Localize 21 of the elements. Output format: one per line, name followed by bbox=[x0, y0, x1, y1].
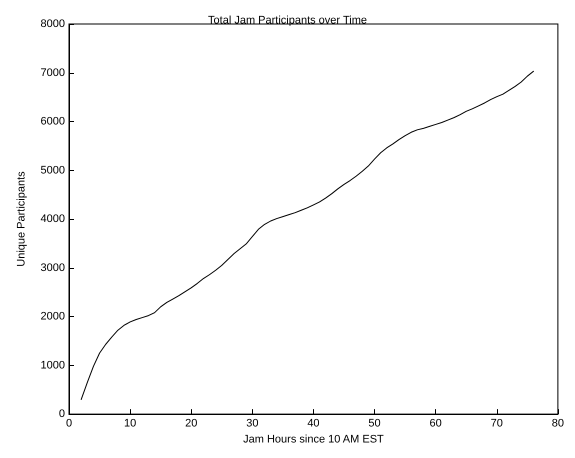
x-tick-label: 40 bbox=[307, 418, 320, 430]
y-tick-label: 4000 bbox=[40, 213, 65, 226]
y-tick-label: 2000 bbox=[40, 310, 65, 323]
y-tick-label: 7000 bbox=[40, 66, 65, 79]
chart-title: Total Jam Participants over Time bbox=[208, 14, 367, 26]
y-tick-label: 8000 bbox=[40, 18, 65, 30]
x-tick-label: 50 bbox=[368, 418, 381, 430]
y-tick-label: 3000 bbox=[40, 262, 65, 274]
y-tick-label: 1000 bbox=[40, 359, 65, 372]
x-tick-label: 30 bbox=[246, 418, 258, 430]
x-tick-label: 20 bbox=[185, 418, 198, 430]
x-tick-label: 70 bbox=[490, 418, 503, 430]
line-series bbox=[80, 70, 534, 400]
y-tick-label: 6000 bbox=[40, 116, 65, 128]
x-tick-label: 60 bbox=[430, 418, 442, 430]
y-tick-label: 5000 bbox=[40, 164, 65, 176]
x-axis-title: Jam Hours since 10 AM EST bbox=[243, 434, 384, 446]
x-tick-label: 10 bbox=[124, 418, 136, 430]
y-axis-title: Unique Participants bbox=[16, 170, 28, 267]
x-tick-label: 80 bbox=[552, 418, 564, 430]
y-tick-label: 0 bbox=[58, 408, 65, 420]
